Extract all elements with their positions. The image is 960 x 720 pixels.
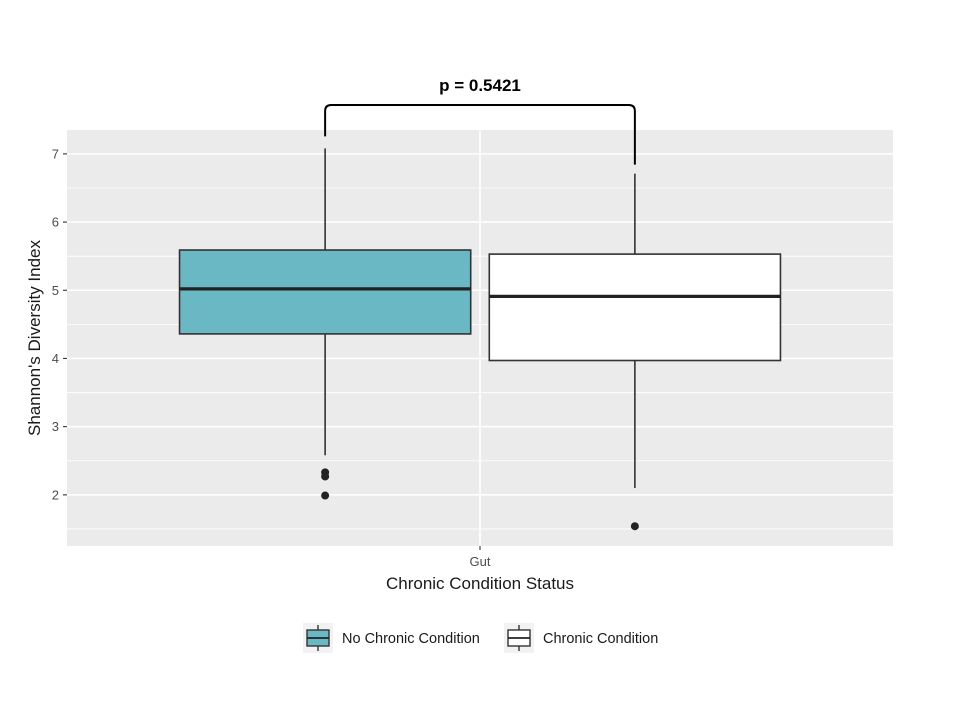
- y-axis-title: Shannon's Diversity Index: [25, 239, 44, 436]
- y-tick-label: 6: [52, 215, 59, 230]
- y-tick-label: 3: [52, 419, 59, 434]
- y-tick-label: 2: [52, 487, 59, 502]
- x-tick-label: Gut: [470, 554, 491, 569]
- iqr-box: [178, 249, 472, 335]
- p-value-annotation: p = 0.5421: [439, 76, 521, 95]
- box-no-chronic-condition: [178, 148, 472, 500]
- legend-label: Chronic Condition: [543, 631, 658, 647]
- x-axis: Gut: [470, 546, 491, 569]
- significance-bracket: [324, 104, 636, 165]
- legend-item-chronic-condition: Chronic Condition: [504, 623, 658, 653]
- legend: No Chronic Condition Chronic Condition: [303, 623, 658, 653]
- outlier-point: [630, 522, 639, 531]
- legend-label: No Chronic Condition: [342, 631, 480, 647]
- iqr-box: [488, 253, 782, 362]
- box-chronic-condition: [488, 173, 782, 531]
- outlier-point: [321, 491, 330, 500]
- y-tick-label: 5: [52, 283, 59, 298]
- y-tick-label: 7: [52, 146, 59, 161]
- y-axis: 2 3 4 5 6 7: [52, 146, 67, 502]
- y-tick-label: 4: [52, 351, 59, 366]
- outlier-point: [321, 472, 330, 481]
- legend-item-no-chronic-condition: No Chronic Condition: [303, 623, 480, 653]
- x-axis-title: Chronic Condition Status: [386, 574, 574, 593]
- boxes: [178, 148, 782, 531]
